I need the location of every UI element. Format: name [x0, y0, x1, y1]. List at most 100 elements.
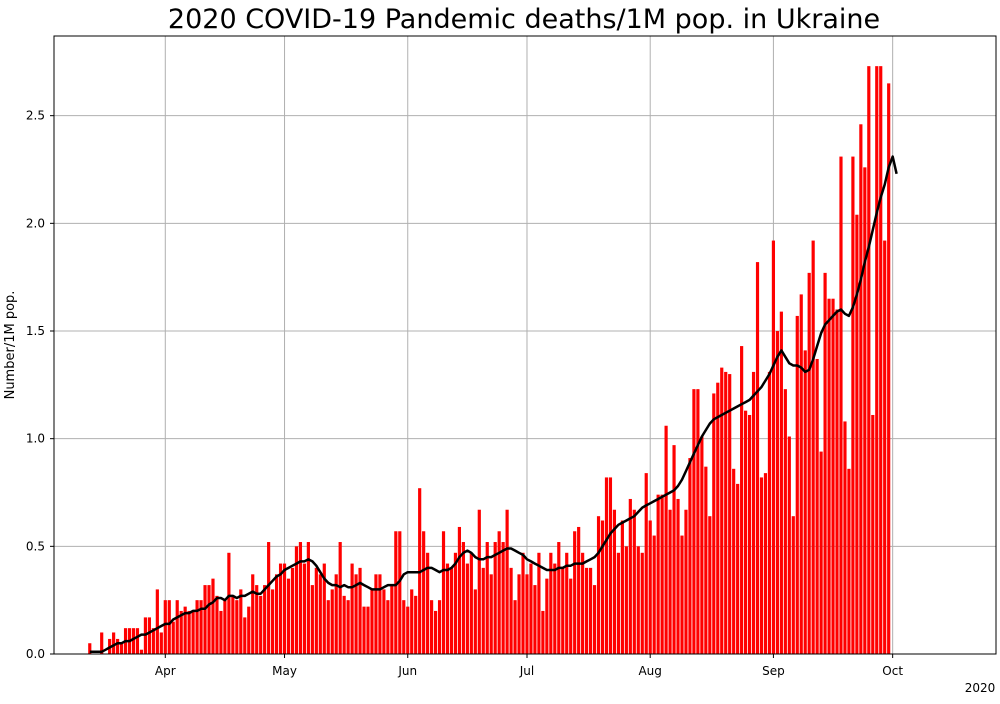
bar [251, 574, 255, 654]
bar [648, 520, 652, 654]
bar [545, 578, 549, 654]
bar [430, 600, 434, 654]
x-tick-label: Aug [638, 664, 661, 678]
bar [342, 595, 346, 654]
bar [541, 610, 545, 654]
bar [692, 389, 696, 654]
bar [235, 600, 239, 654]
bar [243, 617, 247, 654]
bar [231, 595, 235, 654]
bar [684, 509, 688, 654]
bar [839, 156, 843, 654]
bar [441, 531, 446, 654]
bar [660, 494, 664, 654]
bar [163, 600, 167, 654]
bar [394, 531, 398, 654]
y-tick-label: 0.5 [26, 539, 45, 553]
bar [604, 477, 609, 654]
bar [688, 458, 692, 654]
bar [656, 494, 660, 654]
bar [847, 468, 851, 654]
bar [620, 520, 624, 654]
bar [402, 600, 406, 654]
bar [378, 574, 382, 654]
x-tick-label: Apr [155, 664, 176, 678]
bar [883, 240, 887, 654]
bar [278, 563, 283, 654]
bar [628, 498, 632, 654]
bar [581, 552, 585, 654]
bar [791, 516, 795, 654]
bar [358, 567, 362, 654]
bar [747, 414, 752, 654]
bar [732, 468, 736, 654]
bar [600, 520, 605, 654]
bar [322, 563, 326, 654]
bar [875, 66, 879, 654]
bar [390, 585, 394, 654]
bar [290, 567, 295, 654]
bar [501, 542, 505, 654]
bar [410, 589, 414, 654]
bar [787, 436, 791, 654]
bar [100, 632, 104, 654]
bar [811, 240, 815, 654]
bar [437, 600, 442, 654]
bar [779, 311, 783, 654]
bar [179, 610, 183, 654]
bar [557, 542, 561, 654]
y-tick-label: 0.0 [26, 647, 45, 661]
bar [608, 477, 613, 654]
bar [549, 552, 553, 654]
bar [310, 585, 314, 654]
x-axis-ticks: Apr May Jun Jul Aug Sep Oct [155, 654, 903, 678]
bar [867, 66, 871, 654]
bar [370, 589, 374, 654]
bar [318, 574, 322, 654]
grid [54, 36, 996, 655]
bar [497, 531, 501, 654]
y-tick-label: 1.0 [26, 432, 45, 446]
bar [131, 628, 136, 654]
bar [326, 600, 330, 654]
bar [775, 331, 779, 654]
bar [227, 552, 231, 654]
bar [843, 421, 847, 654]
moving-average-line [89, 155, 898, 654]
bar [155, 589, 159, 654]
bar [708, 516, 712, 654]
bar [151, 628, 155, 654]
x-axis-corner-label: 2020 [965, 681, 996, 695]
bar [314, 567, 318, 654]
bar [755, 262, 760, 654]
bar [282, 563, 287, 654]
bar [680, 535, 684, 654]
bar [771, 240, 776, 654]
bar [855, 214, 859, 654]
bar [700, 436, 704, 654]
bar [823, 272, 827, 654]
bar [529, 563, 533, 654]
bar [453, 552, 458, 654]
bar [465, 563, 469, 654]
bar [219, 610, 223, 654]
bar [795, 315, 799, 654]
bar [577, 526, 581, 654]
bar [525, 574, 529, 654]
bar [815, 358, 819, 654]
bar [640, 552, 644, 654]
bar [203, 585, 207, 654]
bar [672, 445, 676, 654]
bar [736, 483, 740, 654]
bar [112, 632, 116, 654]
bar [851, 156, 855, 654]
bar [211, 578, 215, 654]
bar [887, 83, 891, 655]
y-tick-label: 2.5 [26, 109, 45, 123]
bar [740, 346, 744, 654]
y-tick-label: 2.0 [26, 216, 45, 230]
bar [350, 563, 354, 654]
bar [489, 574, 493, 654]
